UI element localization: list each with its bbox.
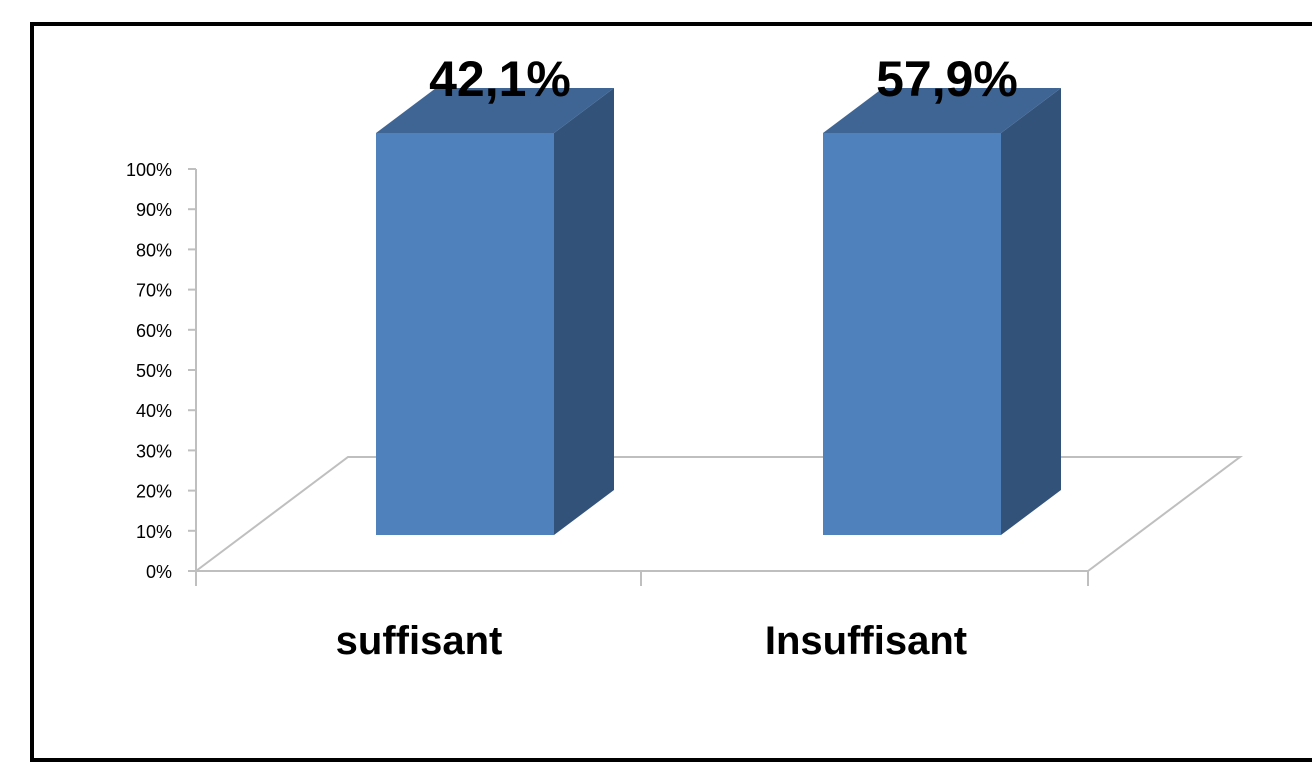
bar-side-face [554,88,614,535]
y-tick-label: 20% [136,482,172,502]
bar-front-face [823,133,1001,535]
y-tick-label: 70% [136,281,172,301]
category-label: Insuffisant [765,619,967,663]
chart-floor [193,456,1243,586]
data-label: 42,1% [429,51,571,107]
y-tick-label: 10% [136,522,172,542]
bar-suffisant [376,88,614,535]
labels: 42,1% suffisant 57,9% Insuffisant [336,51,1018,663]
y-tick-label: 0% [146,562,172,582]
y-tick-label: 40% [136,401,172,421]
bar-top-face [376,88,614,133]
bars [376,88,1061,535]
data-label: 57,9% [876,51,1018,107]
chart-frame [30,22,1312,762]
y-tick-label: 90% [136,200,172,220]
y-axis: 0% 10% 20% 30% 40% 50% 60% 70% 80% 90% 100% [126,160,197,582]
y-tick-label: 30% [136,441,172,461]
floor-plane [193,456,1243,572]
category-label: suffisant [336,619,503,663]
bar-insuffisant [823,88,1061,535]
y-tick-label: 60% [136,321,172,341]
y-tick-label: 80% [136,240,172,260]
bar-front-face [376,133,554,535]
bar-side-face [1001,88,1061,535]
y-tick-label: 100% [126,160,172,180]
y-tick-label: 50% [136,361,172,381]
bar-chart: 0% 10% 20% 30% 40% 50% 60% 70% 80% 90% 100% 42,1% s… [126,51,1243,663]
bar-top-face [823,88,1061,133]
